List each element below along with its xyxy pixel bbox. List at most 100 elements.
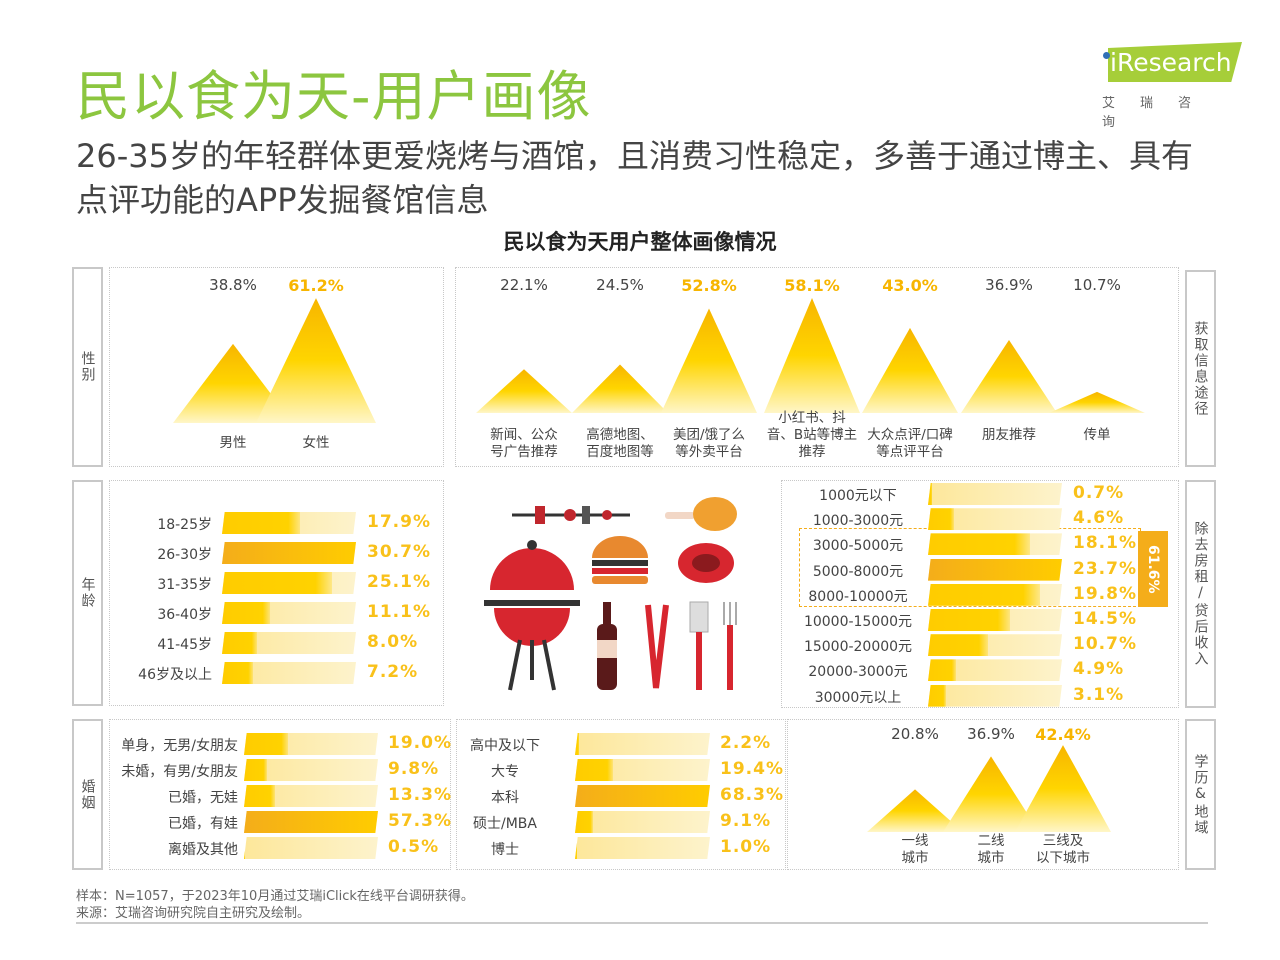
age-bar-fill — [222, 602, 271, 624]
iresearch-logo: iResearch 艾瑞咨询 — [1100, 42, 1250, 130]
age-bar-track — [222, 632, 356, 654]
channel-mountain-1 — [572, 364, 668, 413]
income-category-label: 1000元以下 — [819, 488, 897, 504]
gender-value-label: 61.2% — [288, 276, 344, 295]
education-value-label: 1.0% — [720, 837, 772, 857]
region-category-label: 一线 城市 — [902, 833, 929, 867]
region-mountain-0 — [867, 789, 963, 832]
footer-source: 来源：艾瑞咨询研究院自主研究及绘制。 — [76, 906, 311, 921]
marriage-bar-track — [244, 811, 378, 833]
category-label-line: 等点评平台 — [876, 444, 944, 460]
education-category-label: 硕士/MBA — [473, 816, 537, 832]
channel-mountain-4 — [862, 327, 958, 413]
gender-mountain-1 — [256, 298, 376, 423]
beer-bottle-icon — [597, 602, 617, 690]
education-bar-track — [575, 733, 710, 755]
category-label-line: 三线及 — [1042, 833, 1084, 849]
logo-text: iResearch — [1110, 48, 1232, 77]
gender-category-label: 男性 — [220, 435, 247, 452]
footer-sample: 样本：N=1057，于2023年10月通过艾瑞iClick在线平台调研获得。 — [76, 889, 474, 904]
marriage-value-label: 0.5% — [388, 837, 440, 857]
education-bar-track — [575, 811, 710, 833]
marriage-category-label: 未婚，有男/女朋友 — [121, 764, 238, 780]
side-label-marriage: 婚姻 — [72, 719, 103, 870]
category-label-line: 新闻、公众 — [490, 427, 558, 443]
age-bar-fill — [222, 542, 356, 564]
region-mountain-1 — [943, 756, 1039, 832]
age-value-label: 17.9% — [367, 512, 431, 532]
channel-panel — [455, 267, 1179, 467]
age-value-label: 7.2% — [367, 662, 419, 682]
marriage-bar-fill — [244, 733, 289, 755]
side-label-gender: 性别 — [72, 267, 103, 467]
education-bar-track — [575, 837, 710, 859]
category-label-line: 男性 — [219, 435, 247, 451]
channel-category-label: 美团/饿了么 等外卖平台 — [673, 427, 745, 461]
marriage-panel — [109, 719, 451, 870]
education-value-label: 9.1% — [720, 811, 772, 831]
income-bar-fill — [928, 684, 946, 707]
income-bar-track — [928, 609, 1062, 631]
category-label-line: 号广告推荐 — [490, 444, 558, 460]
age-value-label: 8.0% — [367, 632, 419, 652]
category-label-line: 一线 — [901, 833, 929, 849]
chicken-leg-icon — [665, 497, 737, 531]
marriage-bar-track — [244, 733, 378, 755]
marriage-value-label: 19.0% — [388, 733, 452, 753]
age-bar-fill — [222, 512, 301, 534]
region-value-label: 36.9% — [967, 725, 1015, 743]
income-value-label: 4.6% — [1073, 508, 1125, 529]
skewer-icon — [512, 506, 630, 524]
education-value-label: 68.3% — [720, 785, 784, 805]
footer: 样本：N=1057，于2023年10月通过艾瑞iClick在线平台调研获得。 来… — [76, 888, 474, 922]
category-label-line: 高德地图、 — [586, 427, 654, 443]
region-value-label: 20.8% — [891, 725, 939, 743]
age-bar-track — [222, 512, 356, 534]
logo-cn: 艾瑞咨询 — [1102, 96, 1217, 130]
income-category-label: 1000-3000元 — [812, 513, 904, 530]
income-category-label: 10000-15000元 — [803, 614, 913, 630]
chart-title: 民以食为天用户整体画像情况 — [503, 230, 777, 254]
income-bar-fill — [928, 609, 1010, 631]
age-value-label: 30.7% — [367, 542, 431, 562]
channel-value-label: 10.7% — [1073, 276, 1121, 294]
education-panel — [456, 719, 786, 870]
channel-mountain-2 — [661, 308, 757, 413]
income-value-label: 14.5% — [1073, 609, 1137, 629]
education-bar-fill — [575, 733, 580, 755]
spatula-icon — [689, 601, 709, 690]
channel-category-label: 新闻、公众 号广告推荐 — [490, 427, 558, 461]
age-category-label: 36-40岁 — [157, 607, 212, 623]
channel-value-label: 24.5% — [596, 276, 644, 294]
category-label-line: 大众点评/口碑 — [867, 427, 953, 443]
age-value-label: 25.1% — [367, 572, 431, 592]
education-bar-fill — [575, 785, 710, 807]
page-title: 民以食为天-用户画像 — [76, 65, 592, 128]
marriage-bar-track — [244, 785, 378, 807]
age-bar-track — [222, 542, 356, 564]
age-panel — [109, 480, 444, 706]
income-bar-fill — [928, 483, 932, 505]
income-bar-track — [928, 558, 1062, 581]
education-bar-fill — [575, 759, 614, 781]
income-panel — [781, 480, 1179, 708]
region-panel — [787, 719, 1179, 870]
marriage-category-label: 单身，无男/女朋友 — [121, 738, 238, 754]
side-label-income: 除去房租/贷后收入 — [1185, 480, 1216, 708]
education-value-label: 19.4% — [720, 759, 784, 779]
education-category-label: 博士 — [491, 842, 519, 858]
channel-value-label: 43.0% — [882, 276, 938, 295]
category-label-line: 小红书、抖 — [778, 410, 846, 426]
category-label-line: 以下城市 — [1036, 850, 1090, 866]
income-category-label: 15000-20000元 — [803, 639, 913, 656]
age-value-label: 11.1% — [367, 602, 431, 622]
channel-value-label: 52.8% — [681, 276, 737, 295]
income-category-label: 3000-5000元 — [812, 538, 904, 555]
category-label-line: 传单 — [1083, 427, 1111, 443]
category-label-line: 美团/饿了么 — [672, 427, 746, 443]
age-category-label: 18-25岁 — [157, 517, 212, 533]
category-label-line: 二线 — [977, 833, 1005, 849]
channel-category-label: 朋友推荐 — [982, 427, 1036, 444]
marriage-value-label: 57.3% — [388, 811, 452, 831]
